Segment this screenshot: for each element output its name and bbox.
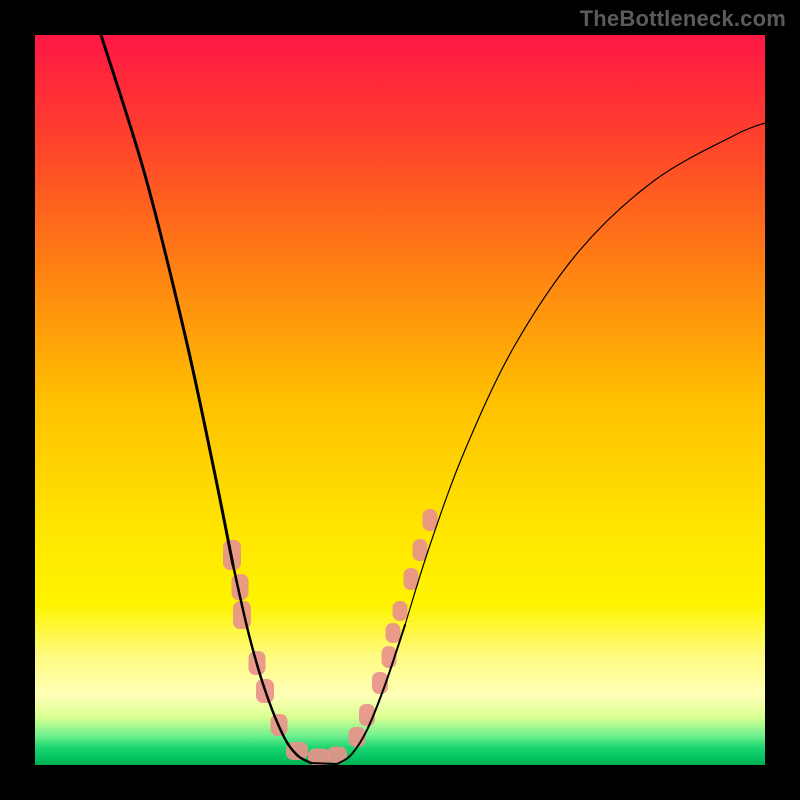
curve-bottom	[311, 763, 337, 764]
curve-right-upper	[405, 123, 765, 625]
marker-point	[393, 601, 408, 621]
frame-right	[765, 0, 800, 800]
frame-left	[0, 0, 35, 800]
markers-group	[223, 509, 438, 765]
frame-bottom	[0, 765, 800, 800]
marker-point	[423, 509, 438, 531]
marker-point	[386, 623, 401, 643]
curve-group	[101, 35, 765, 764]
watermark-text: TheBottleneck.com	[580, 6, 786, 32]
curve-left-upper	[101, 35, 233, 565]
chart-svg	[35, 35, 765, 765]
curve-right-lower	[337, 625, 405, 764]
